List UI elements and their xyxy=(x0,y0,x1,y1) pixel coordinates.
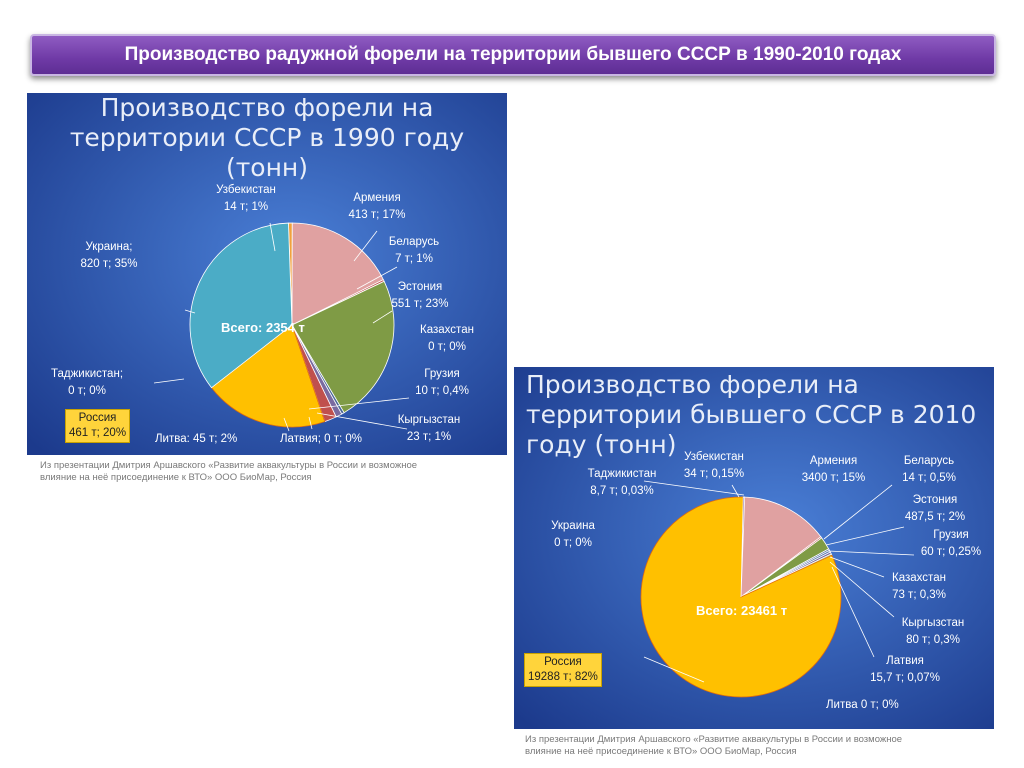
label-2010-estonia: Эстония 487,5 т; 2% xyxy=(904,494,966,523)
label-1990-belarus: Беларусь 7 т; 1% xyxy=(388,236,440,265)
chart-2010-caption: Из презентации Дмитрия Аршавского «Разви… xyxy=(525,734,903,757)
label-2010-uzbekistan: Узбекистан 34 т; 0,15% xyxy=(683,451,745,480)
label-2010-kazakhstan: Казахстан 73 т; 0,3% xyxy=(892,572,946,601)
slide-title-banner: Производство радужной форели на территор… xyxy=(30,34,996,76)
label-1990-kyrgyzstan: Кыргызстан 23 т; 1% xyxy=(397,414,461,443)
label-1990-lithuania: Литва: 45 т; 2% xyxy=(155,433,238,445)
pie-slice-1990-1 xyxy=(291,222,384,326)
pie-slice-1990-3 xyxy=(291,280,395,414)
label-1990-latvia: Латвия; 0 т; 0% xyxy=(280,433,362,445)
label-1990-armenia: Армения 413 т; 17% xyxy=(348,192,406,221)
chart-2010-panel: Производство форели на территории бывшег… xyxy=(514,367,994,729)
label-1990-estonia: Эстония 551 т; 23% xyxy=(391,281,449,310)
chart-1990-panel: Производство форели на территории СССР в… xyxy=(27,93,507,455)
pie-2010 xyxy=(640,496,842,698)
pie-slice-1990-11 xyxy=(189,222,293,389)
pie-slice-2010-11 xyxy=(740,496,746,598)
label-2010-latvia: Латвия 15,7 т; 0,07% xyxy=(870,655,940,684)
label-2010-tajikistan: Таджикистан 8,7 т; 0,03% xyxy=(587,468,657,497)
pie-1990 xyxy=(189,222,395,428)
label-1990-uzbekistan: Узбекистан 14 т; 1% xyxy=(216,184,276,213)
chart-2010-total: Всего: 23461 т xyxy=(696,603,788,618)
leader-lines-1990 xyxy=(153,222,410,432)
label-2010-kyrgyzstan: Кыргызстан 80 т; 0,3% xyxy=(901,617,965,646)
label-2010-lithuania: Литва 0 т; 0% xyxy=(826,699,899,711)
label-2010-russia: Россия 19288 т; 82% xyxy=(524,653,602,687)
leader-lines-2010 xyxy=(643,480,915,683)
chart-1990-caption: Из презентации Дмитрия Аршавского «Разви… xyxy=(40,460,418,483)
label-2010-ukraine: Украина 0 т; 0% xyxy=(551,520,595,549)
pie-slice-2010-1 xyxy=(740,496,822,598)
label-1990-georgia: Грузия 10 т; 0,4% xyxy=(415,368,469,397)
pie-slice-1990-9 xyxy=(210,324,326,428)
label-1990-kazakhstan: Казахстан 0 т; 0% xyxy=(420,324,474,353)
label-2010-georgia: Грузия 60 т; 0,25% xyxy=(920,529,982,558)
slide-title: Производство радужной форели на территор… xyxy=(124,44,902,65)
label-1990-ukraine: Украина; 820 т; 35% xyxy=(80,241,138,270)
label-2010-armenia: Армения 3400 т; 15% xyxy=(801,455,866,484)
chart-1990-svg xyxy=(27,93,507,455)
pie-slice-2010-9 xyxy=(640,496,842,698)
chart-2010-title: Производство форели на территории бывшег… xyxy=(526,370,977,459)
chart-1990-total: Всего: 2354 т xyxy=(221,320,305,335)
chart-1990-title: Производство форели на территории СССР в… xyxy=(69,93,465,182)
label-1990-russia: Россия 461 т; 20% xyxy=(65,409,131,443)
label-2010-belarus: Беларусь 14 т; 0,5% xyxy=(902,455,956,484)
label-1990-tajikistan: Таджикистан; 0 т; 0% xyxy=(50,368,124,397)
